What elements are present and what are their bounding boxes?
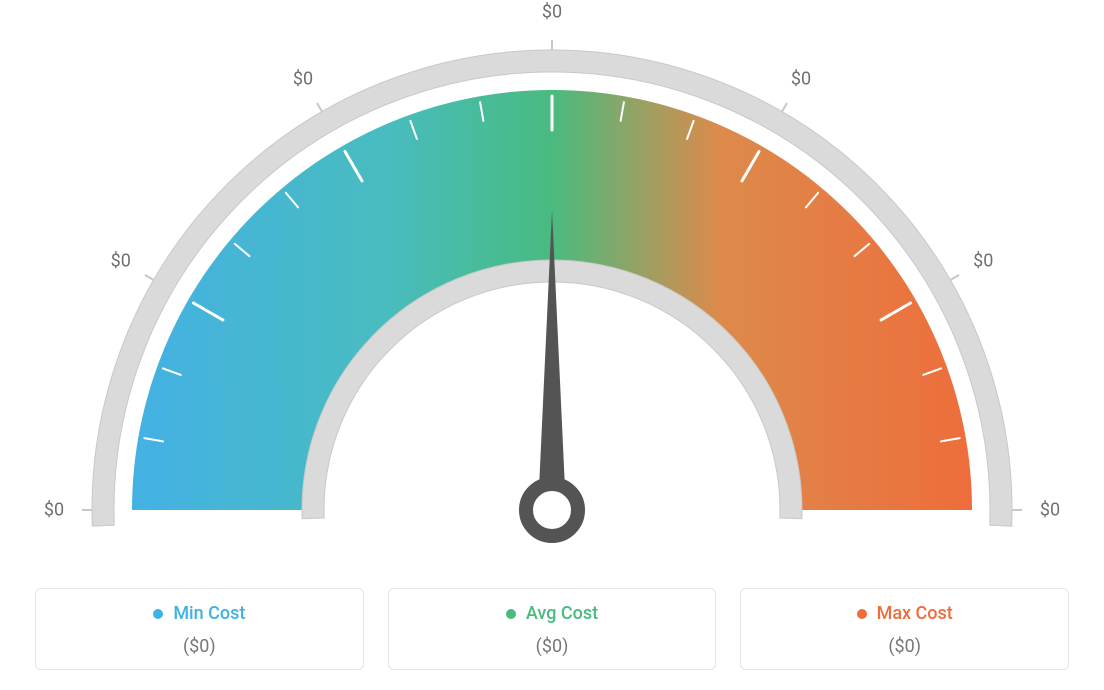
legend-dot-avg xyxy=(506,609,516,619)
legend-value-min: ($0) xyxy=(52,636,347,657)
legend-label-avg: Avg Cost xyxy=(506,603,598,624)
gauge-scale-label: $0 xyxy=(44,500,64,521)
gauge-scale-label: $0 xyxy=(1040,500,1060,521)
legend-card-avg: Avg Cost ($0) xyxy=(388,588,717,670)
gauge-scale-label: $0 xyxy=(542,2,562,23)
legend-card-max: Max Cost ($0) xyxy=(740,588,1069,670)
gauge-chart: $0$0$0$0$0$0$0 xyxy=(52,10,1052,570)
legend-dot-min xyxy=(153,609,163,619)
legend-text-max: Max Cost xyxy=(877,603,953,624)
legend-text-avg: Avg Cost xyxy=(526,603,598,624)
legend-value-max: ($0) xyxy=(757,636,1052,657)
legend-card-min: Min Cost ($0) xyxy=(35,588,364,670)
gauge-scale-label: $0 xyxy=(973,251,993,272)
legend-text-min: Min Cost xyxy=(173,603,245,624)
gauge-scale-label: $0 xyxy=(111,251,131,272)
legend-label-max: Max Cost xyxy=(857,603,953,624)
legend-label-min: Min Cost xyxy=(153,603,245,624)
gauge-scale-label: $0 xyxy=(791,68,811,89)
legend-value-avg: ($0) xyxy=(405,636,700,657)
legend-row: Min Cost ($0) Avg Cost ($0) Max Cost ($0… xyxy=(35,588,1069,670)
legend-dot-max xyxy=(857,609,867,619)
cost-gauge-widget: $0 $0 $0 $0 $0 $0 $0 Min Cost ($0) Avg Cost ($… xyxy=(0,0,1104,690)
gauge-scale-label: $0 xyxy=(293,68,313,89)
